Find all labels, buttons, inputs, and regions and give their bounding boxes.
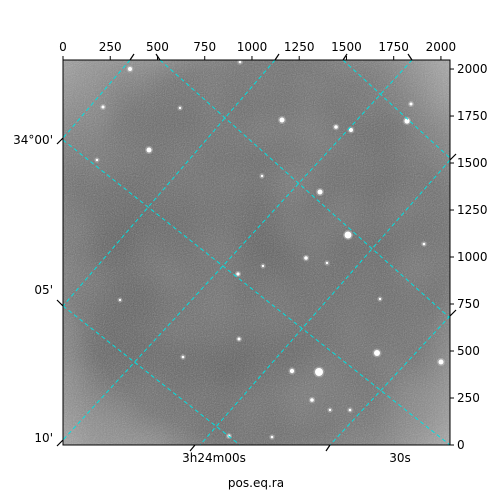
star	[409, 102, 413, 106]
star	[344, 231, 352, 239]
x-axis-label: pos.eq.ra	[228, 476, 284, 490]
y-tick-label: 1250	[457, 203, 488, 217]
star	[438, 359, 444, 365]
x-tick-label: 250	[99, 40, 122, 54]
y-tick-label: 2000	[457, 62, 488, 76]
x-tick-label: 1250	[284, 40, 315, 54]
coordinate-grid	[63, 60, 450, 445]
y-tick-label: 1500	[457, 156, 488, 170]
star	[237, 337, 241, 341]
x-tick-label: 1750	[378, 40, 409, 54]
x-tick-label: 750	[193, 40, 216, 54]
star	[422, 242, 426, 246]
y-tick-label: 1750	[457, 109, 488, 123]
world-tick-mark	[342, 53, 348, 61]
world-axes: 3h24m00s 30s 34°00' 05' 10'	[13, 53, 457, 465]
world-tick-mark	[449, 309, 457, 317]
star	[325, 261, 329, 265]
dec-tick-label: 05'	[34, 283, 53, 297]
star	[289, 368, 295, 374]
star	[310, 398, 314, 402]
x-tick-label: 1000	[237, 40, 268, 54]
star	[146, 147, 152, 153]
world-tick-mark	[189, 444, 196, 452]
star	[178, 106, 182, 110]
star	[101, 105, 105, 109]
star	[404, 118, 410, 124]
world-tick-mark	[407, 53, 413, 61]
star	[315, 368, 323, 376]
x-axis-top: 0 250 500 750 1000 1250 1500 1750 2000	[59, 40, 456, 60]
world-tick-mark	[56, 299, 64, 307]
star	[128, 67, 132, 71]
star	[260, 174, 264, 178]
star	[181, 355, 185, 359]
image-noise	[63, 60, 450, 445]
grid-line	[63, 139, 450, 445]
star	[374, 350, 380, 356]
star	[238, 60, 242, 64]
world-tick-mark	[56, 439, 64, 447]
grid-line	[199, 159, 450, 445]
star	[270, 435, 274, 439]
x-tick-label: 2000	[426, 40, 457, 54]
star	[328, 408, 332, 412]
ra-tick-label: 30s	[389, 451, 411, 465]
sky-image	[63, 60, 450, 445]
star	[304, 256, 308, 260]
dec-tick-label: 34°00'	[13, 133, 53, 147]
y-tick-label: 750	[457, 297, 480, 311]
star	[317, 189, 323, 195]
x-tick-label: 500	[146, 40, 169, 54]
y-tick-label: 500	[457, 344, 480, 358]
world-tick-mark	[449, 153, 457, 161]
y-tick-label: 250	[457, 391, 480, 405]
star	[334, 125, 338, 129]
y-axis-right: 0 250 500 750 1000 1250 1500 1750 2000	[450, 62, 488, 452]
dec-tick-label: 10'	[34, 431, 53, 445]
grid-line	[329, 315, 450, 445]
grid-line	[63, 60, 131, 139]
grid-line	[63, 305, 241, 445]
star	[261, 264, 265, 268]
world-tick-mark	[129, 53, 135, 61]
ra-tick-label: 3h24m00s	[182, 451, 246, 465]
grid-line	[342, 60, 450, 159]
x-tick-label: 1500	[331, 40, 362, 54]
world-tick-mark	[274, 53, 280, 61]
star	[279, 117, 285, 123]
world-tick-mark	[56, 137, 64, 145]
star	[95, 158, 99, 162]
star	[348, 408, 352, 412]
world-tick-mark	[155, 53, 161, 61]
star	[378, 297, 382, 301]
grid-line	[63, 60, 276, 307]
star	[118, 298, 122, 302]
grid-line	[63, 60, 413, 441]
plot-frame	[62, 59, 451, 446]
world-tick-mark	[325, 444, 331, 452]
y-tick-label: 0	[457, 438, 465, 452]
star	[349, 128, 353, 132]
y-tick-label: 1000	[457, 250, 488, 264]
grid-line	[159, 60, 450, 319]
star	[236, 272, 240, 276]
x-tick-label: 0	[59, 40, 67, 54]
star-field	[94, 60, 445, 440]
